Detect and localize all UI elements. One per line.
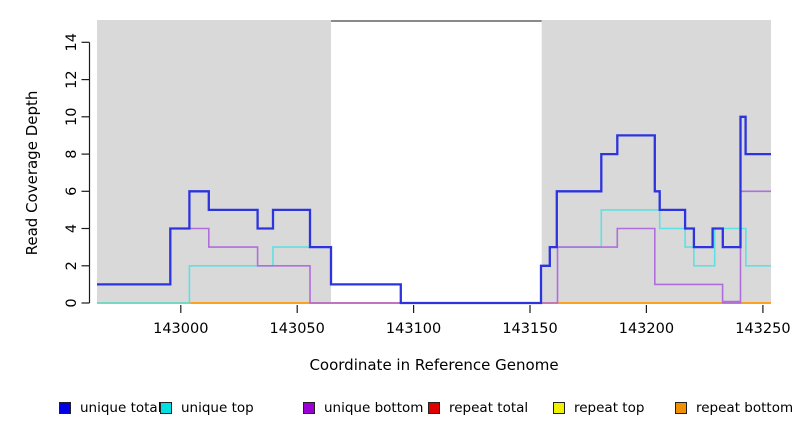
x-axis-tick-label: 143050 — [270, 321, 325, 337]
x-axis-tick-label: 143000 — [153, 321, 208, 337]
y-axis-tick-label: 10 — [64, 108, 80, 126]
legend-label: unique total — [80, 400, 162, 416]
x-axis-tick-label: 143150 — [502, 321, 557, 337]
y-axis-tick-label: 14 — [64, 33, 80, 51]
shaded-region — [541, 20, 771, 303]
legend-swatch-unique-total — [59, 402, 71, 414]
series-unique-bottom — [97, 190, 771, 304]
y-axis-tick-label: 2 — [64, 261, 80, 270]
legend-item-unique-total: unique total — [59, 400, 161, 416]
legend-swatch-repeat-bottom — [675, 402, 687, 414]
legend-label: repeat total — [449, 400, 529, 416]
legend-swatch-unique-bottom — [303, 402, 315, 414]
legend-swatch-unique-top — [160, 402, 172, 414]
legend-item-repeat-total: repeat total — [428, 400, 528, 416]
y-axis-tick-label: 6 — [64, 187, 80, 196]
shaded-region — [97, 20, 331, 303]
legend-item-unique-top: unique top — [160, 400, 254, 416]
legend-swatch-repeat-top — [553, 402, 565, 414]
y-axis-tick-label: 8 — [64, 149, 80, 158]
legend-label: unique top — [181, 400, 254, 416]
legend-swatch-repeat-total — [428, 402, 440, 414]
y-axis-tick-label: 4 — [64, 224, 80, 233]
y-axis-tick-label: 12 — [64, 70, 80, 88]
legend-item-unique-bottom: unique bottom — [303, 400, 423, 416]
legend-label: repeat top — [574, 400, 645, 416]
legend-item-repeat-bottom: repeat bottom — [675, 400, 792, 416]
x-axis-tick-label: 143100 — [386, 321, 441, 337]
x-axis-tick-label: 143200 — [619, 321, 674, 337]
y-axis-title: Read Coverage Depth — [23, 90, 41, 256]
y-axis-tick-label: 0 — [64, 298, 80, 307]
legend-item-repeat-top: repeat top — [553, 400, 644, 416]
legend-label: repeat bottom — [696, 400, 792, 416]
legend-label: unique bottom — [324, 400, 424, 416]
x-axis-tick-label: 143250 — [735, 321, 790, 337]
x-axis-title: Coordinate in Reference Genome — [309, 356, 559, 374]
series-unique-total — [97, 115, 771, 305]
